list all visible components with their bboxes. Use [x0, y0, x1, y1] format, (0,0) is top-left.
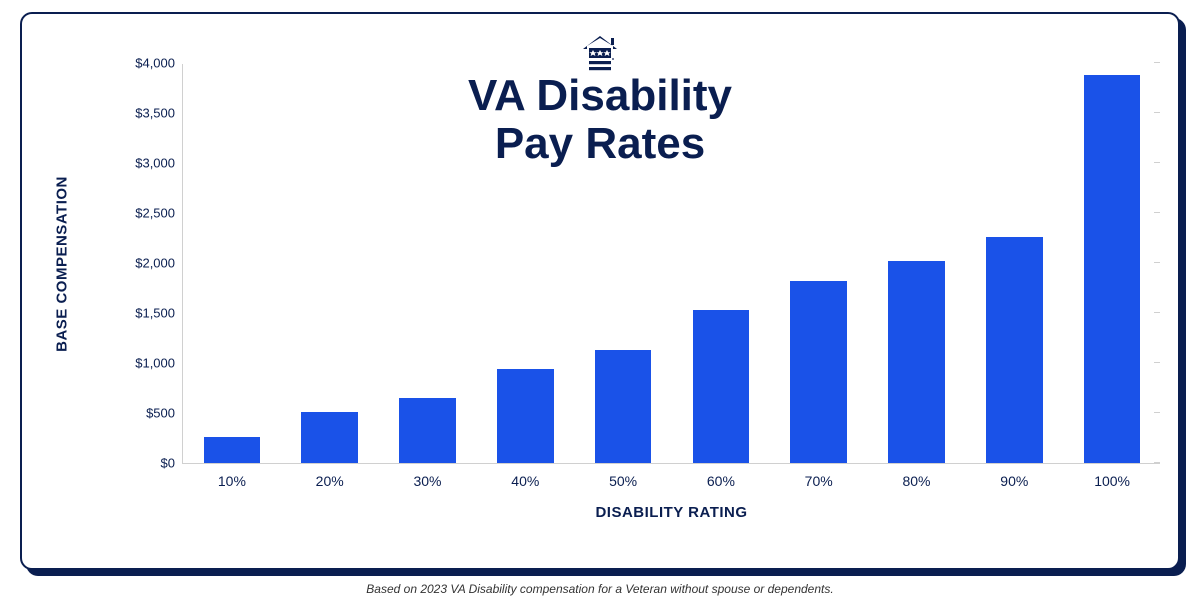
y-axis-label: BASE COMPENSATION [54, 176, 71, 352]
y-tick-label: $4,000 [135, 56, 183, 71]
y-tick-mark [1154, 412, 1160, 413]
x-tick-label: 30% [413, 463, 441, 489]
bar [693, 310, 750, 463]
y-tick-label: $1,000 [135, 356, 183, 371]
y-tick-mark [1154, 262, 1160, 263]
x-tick-label: 60% [707, 463, 735, 489]
y-tick-label: $3,000 [135, 156, 183, 171]
y-tick-label: $1,500 [135, 306, 183, 321]
bar [1084, 75, 1141, 463]
chart-card: VA Disability Pay Rates BASE COMPENSATIO… [20, 12, 1180, 570]
y-tick-mark [1154, 462, 1160, 463]
bar [986, 237, 1043, 463]
y-tick-label: $3,500 [135, 106, 183, 121]
x-tick-label: 10% [218, 463, 246, 489]
x-tick-label: 100% [1094, 463, 1130, 489]
plot-area: DISABILITY RATING $0$500$1,000$1,500$2,0… [182, 64, 1160, 464]
y-tick-label: $2,500 [135, 206, 183, 221]
y-tick-mark [1154, 362, 1160, 363]
y-tick-mark [1154, 312, 1160, 313]
y-tick-label: $500 [146, 406, 183, 421]
y-tick-mark [1154, 62, 1160, 63]
bar [888, 261, 945, 463]
bar [497, 369, 554, 463]
y-tick-label: $2,000 [135, 256, 183, 271]
x-tick-label: 80% [902, 463, 930, 489]
bar [399, 398, 456, 463]
x-axis-label: DISABILITY RATING [183, 504, 1160, 521]
bar [790, 281, 847, 463]
y-tick-mark [1154, 112, 1160, 113]
bar [301, 412, 358, 463]
y-tick-mark [1154, 212, 1160, 213]
x-tick-label: 50% [609, 463, 637, 489]
footnote: Based on 2023 VA Disability compensation… [0, 582, 1200, 596]
x-tick-label: 20% [316, 463, 344, 489]
bar-chart: BASE COMPENSATION DISABILITY RATING $0$5… [112, 64, 1160, 524]
bar [204, 437, 261, 464]
bar [595, 350, 652, 463]
x-tick-label: 40% [511, 463, 539, 489]
y-tick-label: $0 [161, 456, 183, 471]
x-tick-label: 90% [1000, 463, 1028, 489]
x-tick-label: 70% [805, 463, 833, 489]
y-tick-mark [1154, 162, 1160, 163]
